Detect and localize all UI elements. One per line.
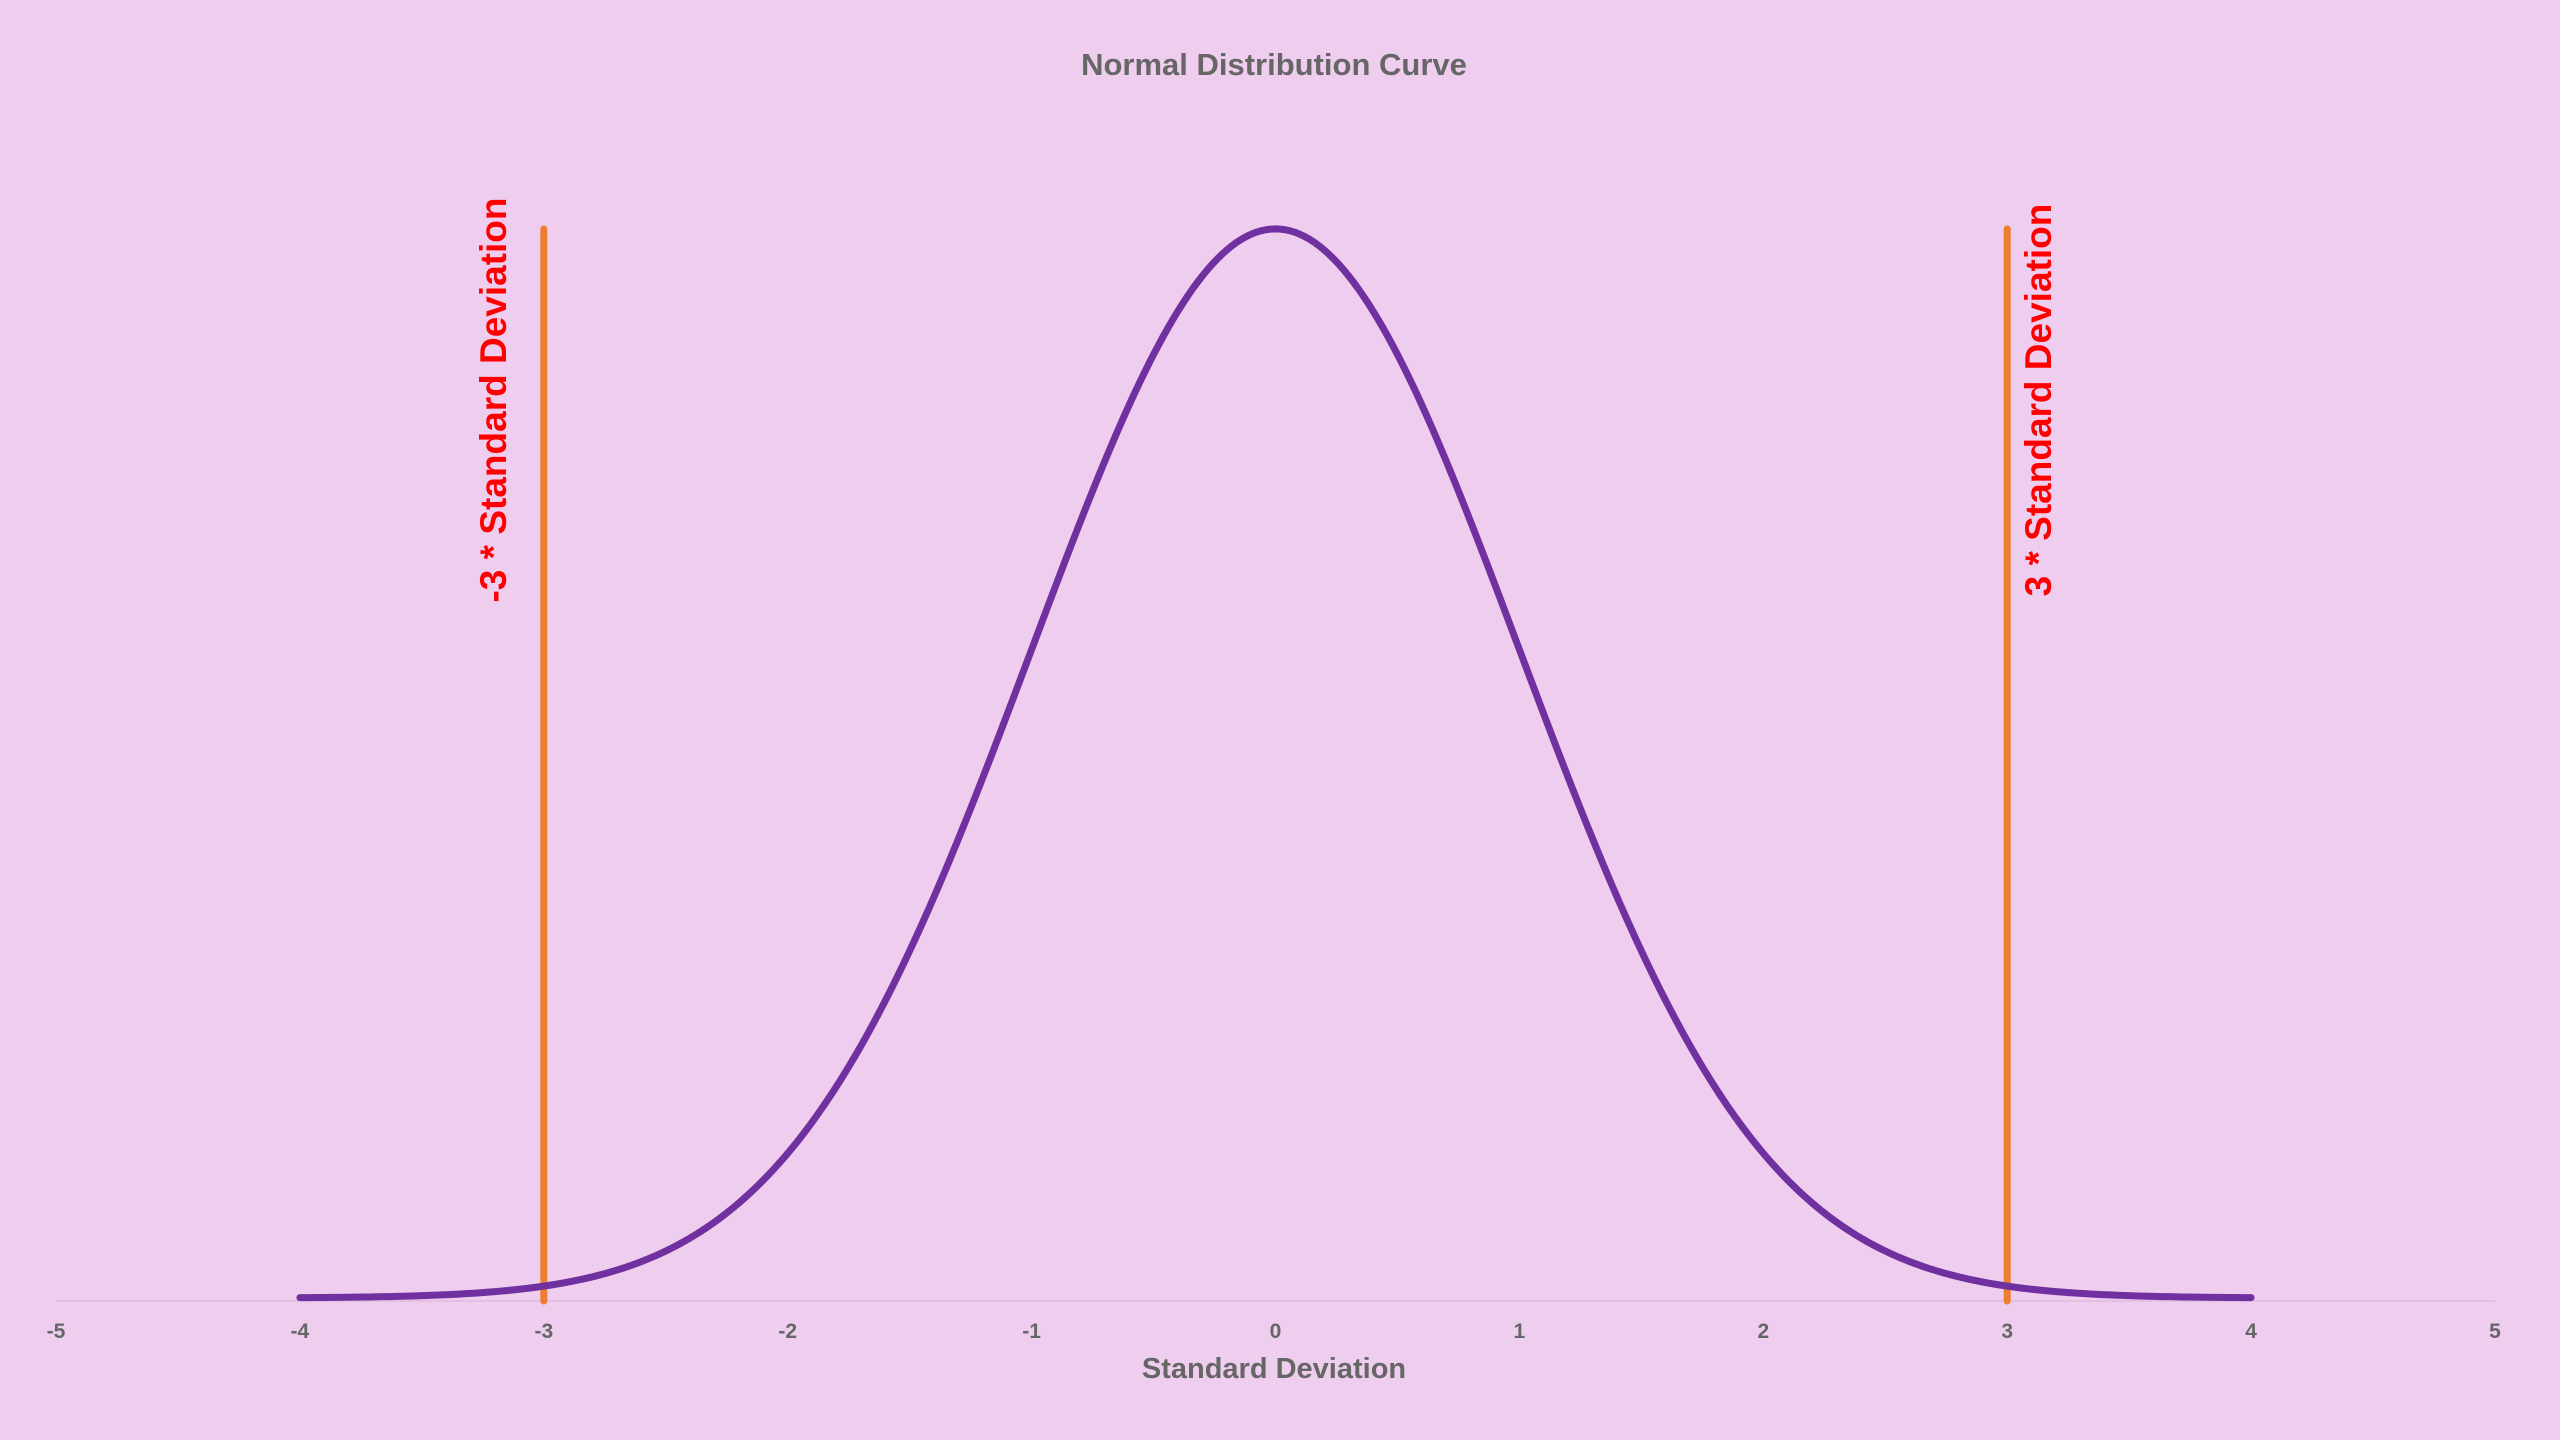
x-tick-label: -5 [47,1320,66,1343]
reference-line-label: -3 * Standard Deviation [473,197,514,602]
x-tick-label: 3 [2001,1320,2013,1343]
x-tick-label: -1 [1022,1320,1041,1343]
x-tick-label: 2 [1757,1320,1769,1343]
x-tick-label: 0 [1270,1320,1282,1343]
reference-annotations: -3 * Standard Deviation 3 * Standard Devi… [473,197,2059,602]
series-group [296,225,2255,1302]
reference-lines [540,225,2011,1305]
x-tick-label: 4 [2245,1320,2257,1343]
chart-title: Normal Distribution Curve [1081,47,1467,82]
x-tick-label: -2 [778,1320,797,1343]
x-axis-label: Standard Deviation [1142,1353,1406,1385]
x-tick-label: 1 [1514,1320,1526,1343]
normal-curve-line [296,225,2255,1302]
x-tick-label: -3 [534,1320,553,1343]
x-tick-label: -4 [291,1320,310,1343]
x-tick-label: 5 [2489,1320,2501,1343]
x-axis-ticks: -5 -4 -3 -2 -1 0 1 2 3 4 5 [47,1320,2502,1343]
reference-line-label: 3 * Standard Deviation [2018,204,2059,597]
